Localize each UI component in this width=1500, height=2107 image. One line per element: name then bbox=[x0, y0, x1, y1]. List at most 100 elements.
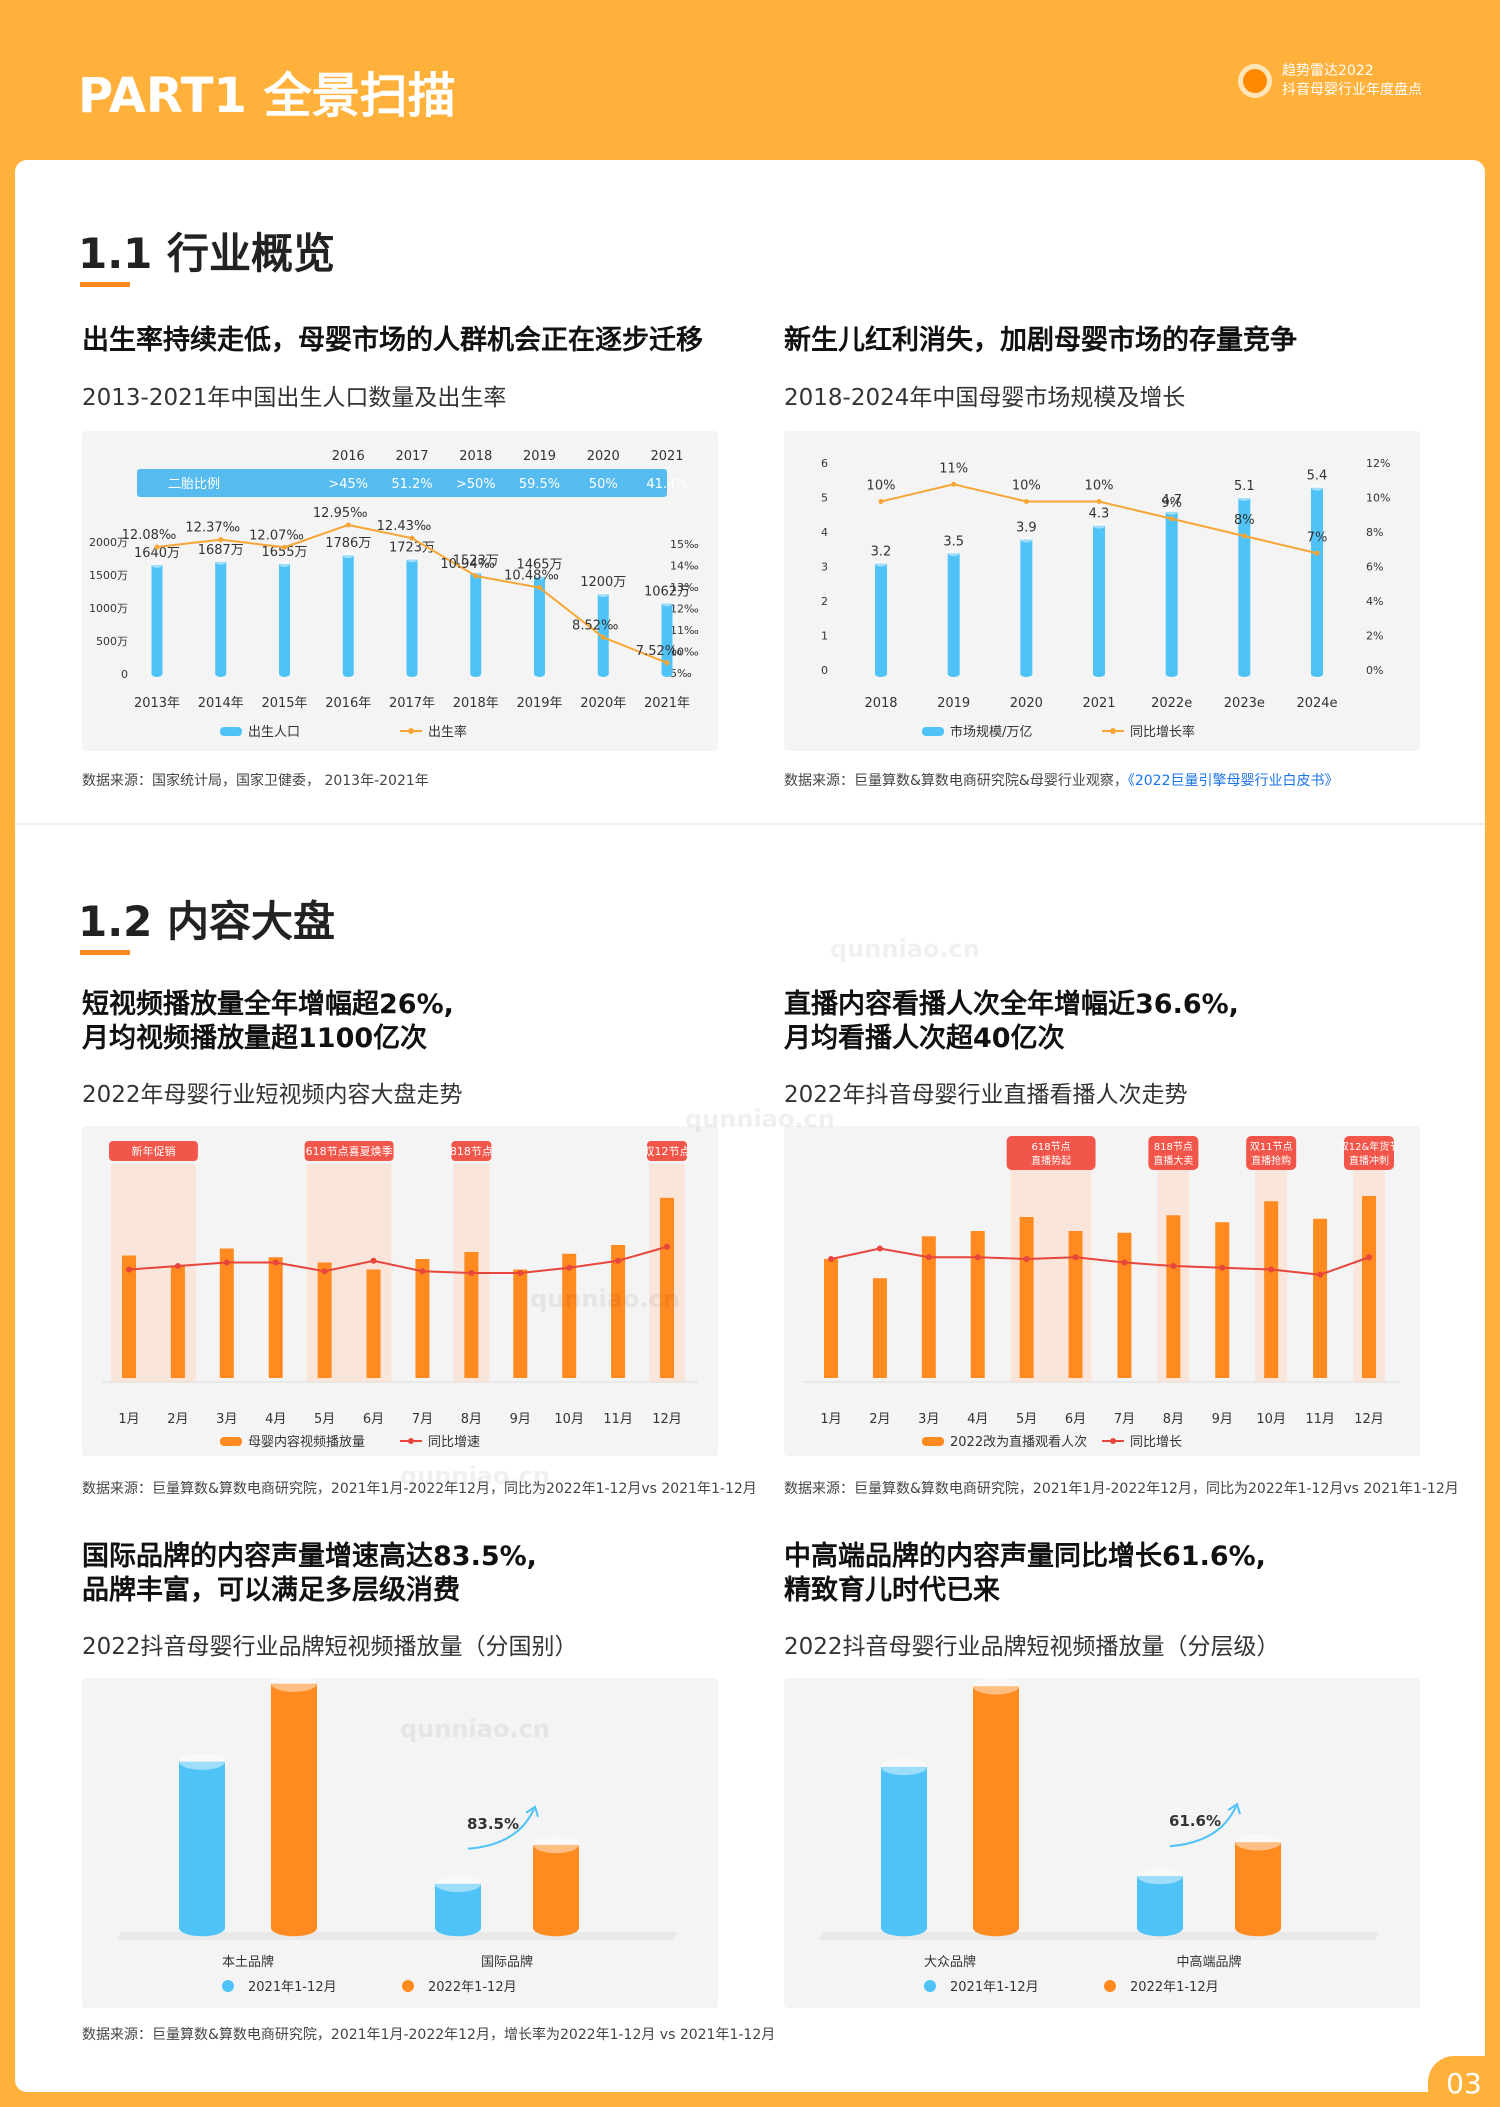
bar bbox=[435, 1875, 481, 1937]
growth-point bbox=[1023, 1256, 1030, 1262]
rate-label: 12.95‰ bbox=[313, 506, 368, 521]
market-chart-panel: 6 5 4 3 2 1 0 12% 10% 8% 6% 4% 2% 0% 3.2 2018 3.5 2019 3.9… bbox=[784, 431, 1420, 751]
watermark: qunniao.cn bbox=[830, 935, 980, 963]
rate-point bbox=[664, 660, 670, 666]
bar-body bbox=[597, 594, 609, 674]
bar-base bbox=[342, 671, 354, 677]
growth-point bbox=[615, 1257, 622, 1264]
legend-label: 同比增速 bbox=[428, 1435, 480, 1450]
x-tick: 12月 bbox=[652, 1412, 682, 1427]
y2-tick: 13‰ bbox=[670, 581, 699, 594]
x-tick: 10月 bbox=[1256, 1412, 1286, 1427]
growth-label: 10% bbox=[1012, 479, 1041, 494]
header-tag: 趋势雷达2022 抖音母婴行业年度盘点 bbox=[1282, 62, 1422, 100]
section-divider bbox=[15, 823, 1485, 825]
growth-label: 10% bbox=[1085, 479, 1114, 494]
bar bbox=[533, 1836, 579, 1937]
bar-base bbox=[151, 671, 163, 677]
second-child-year: 2020 bbox=[587, 449, 620, 464]
bar-value-label: 1200万 bbox=[580, 575, 626, 590]
growth-label: 7% bbox=[1307, 530, 1328, 545]
x-tick: 8月 bbox=[1163, 1412, 1184, 1427]
bar bbox=[1166, 1215, 1181, 1378]
event-label-text: 直播冲刺 bbox=[1349, 1154, 1389, 1167]
y2-tick: 2% bbox=[1366, 630, 1383, 643]
x-tick: 2024e bbox=[1296, 696, 1337, 711]
bar bbox=[1068, 1231, 1083, 1378]
bar-body bbox=[1235, 1842, 1281, 1928]
bar-base bbox=[1238, 671, 1251, 677]
y2-tick: 12‰ bbox=[670, 603, 699, 616]
bar-base bbox=[179, 1919, 225, 1937]
growth-point bbox=[174, 1263, 181, 1269]
growth-point bbox=[925, 1254, 932, 1261]
rate-point bbox=[154, 544, 160, 550]
live-heading: 直播内容看播人次全年增幅近36.6%, 月均看播人次超40亿次 bbox=[784, 988, 1239, 1056]
rate-label: 12.37‰ bbox=[185, 521, 240, 536]
growth-label: 61.6% bbox=[1169, 1812, 1221, 1830]
bar-base bbox=[435, 1919, 481, 1937]
bar bbox=[1311, 484, 1323, 677]
shortvideo-chart: 新年促销 618节点喜夏焕季 818节点 双12节点 1月 2月 3月 4月 5月 6月 7月 8月 9… bbox=[102, 1141, 698, 1450]
bar-body bbox=[215, 561, 227, 674]
bar-base bbox=[1311, 671, 1323, 677]
growth-point bbox=[321, 1268, 328, 1275]
tier-subheading: 2022抖音母婴行业品牌短视频播放量（分层级） bbox=[784, 1634, 1280, 1660]
bar-body bbox=[533, 1844, 579, 1928]
bar-value-label: 1655万 bbox=[261, 545, 307, 560]
brand-logo-icon bbox=[1238, 64, 1272, 98]
bar-body bbox=[279, 563, 290, 674]
bar bbox=[122, 1255, 136, 1378]
growth-point bbox=[1170, 1263, 1177, 1269]
bar bbox=[1019, 1217, 1034, 1378]
section-2-title: 1.2 内容大盘 bbox=[78, 897, 336, 946]
bar-value-label: 5.1 bbox=[1234, 479, 1255, 494]
event-label-text: 618节点 bbox=[1032, 1141, 1071, 1153]
x-tick: 2014年 bbox=[198, 696, 244, 711]
x-tick: 2月 bbox=[167, 1412, 188, 1427]
bar-top bbox=[1020, 536, 1033, 543]
x-tick: 4月 bbox=[265, 1412, 286, 1427]
whitepaper-link[interactable]: 《2022巨量引擎母婴行业白皮书》 bbox=[1127, 773, 1339, 789]
bar bbox=[881, 1758, 927, 1937]
growth-label: 9% bbox=[1161, 496, 1182, 511]
bar-top bbox=[534, 573, 545, 580]
x-tick: 9月 bbox=[1212, 1412, 1233, 1427]
bar bbox=[661, 600, 673, 677]
y2-tick: 11‰ bbox=[670, 624, 699, 637]
bar bbox=[1093, 522, 1105, 677]
births-chart: 二胎比例 2016 >45% 2017 51.2% 2018 >50% 2019 59.5% 20… bbox=[89, 449, 699, 740]
bar-base bbox=[1165, 671, 1178, 677]
bar bbox=[611, 1245, 626, 1378]
x-tick: 2月 bbox=[869, 1412, 890, 1427]
tier-heading-line1: 中高端品牌的内容声量同比增长61.6%, bbox=[784, 1541, 1266, 1572]
bar-body bbox=[1137, 1876, 1183, 1928]
second-child-label: 二胎比例 bbox=[168, 477, 220, 492]
event-label-bg bbox=[109, 1141, 198, 1161]
bar-top bbox=[406, 556, 418, 563]
bar bbox=[1313, 1218, 1328, 1378]
event-label-text: 直播抢购 bbox=[1251, 1154, 1291, 1167]
growth-point bbox=[876, 1245, 883, 1252]
bar bbox=[317, 1262, 332, 1378]
bar-base bbox=[1137, 1919, 1183, 1937]
rate-label: 8.52‰ bbox=[572, 618, 618, 633]
bar-top bbox=[151, 561, 163, 568]
growth-point bbox=[370, 1257, 377, 1264]
x-tick: 2021 bbox=[1082, 696, 1115, 711]
y-tick: 4 bbox=[821, 526, 828, 539]
bar-body bbox=[342, 555, 354, 674]
bar-base bbox=[406, 671, 418, 677]
section-2-underline bbox=[80, 950, 130, 955]
event-label-text: 双12&年货节 bbox=[1339, 1140, 1400, 1153]
bar-body bbox=[1238, 498, 1251, 674]
births-heading: 出生率持续走低，母婴市场的人群机会正在逐步迁移 bbox=[82, 325, 703, 356]
second-child-value: 41.4% bbox=[646, 477, 687, 492]
y2-tick: 10% bbox=[1366, 492, 1390, 505]
bar-base bbox=[881, 1919, 927, 1937]
watermark: qunniao.cn bbox=[685, 1105, 835, 1133]
